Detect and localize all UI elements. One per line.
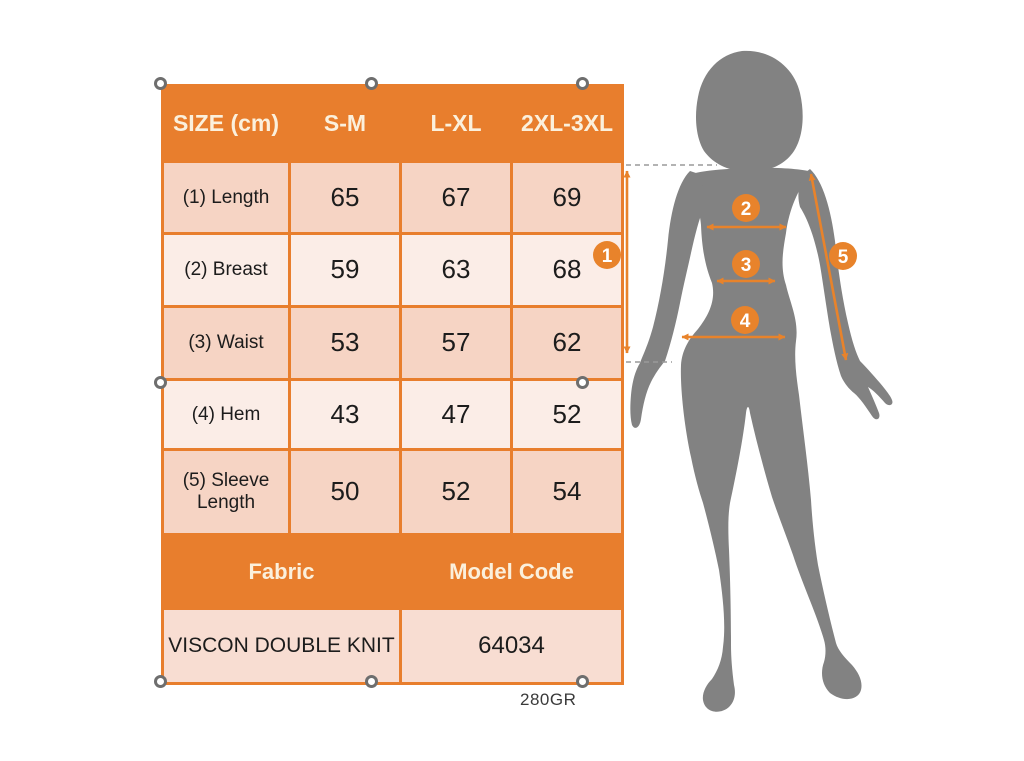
silhouette-head [696,50,803,171]
fabric-header-cell: Fabric [161,533,402,610]
silhouette-left-arm [630,171,705,428]
header-cell-2xl3xl: 2XL-3XL [510,84,624,163]
sleeve-lxl: 52 [399,448,513,536]
hem-lxl: 47 [399,378,513,451]
row-label-hem: (4) Hem [161,378,291,451]
model-code-header-cell: Model Code [399,533,624,610]
breast-sm: 59 [288,232,402,308]
body-measurement-figure: 1 2 3 4 5 [593,50,893,712]
marker-circle-2 [732,194,760,222]
waist-lxl: 57 [399,305,513,381]
header-cell-size-cm: SIZE (cm) [161,84,291,163]
row-label-length: (1) Length [161,160,291,235]
resize-handle-top-center[interactable] [365,77,378,90]
length-sm: 65 [288,160,402,235]
marker-number-2: 2 [741,199,752,220]
marker-circle-1 [593,241,621,269]
marker-1: 1 [593,241,621,269]
size-chart-table[interactable]: SIZE (cm) S-M L-XL 2XL-3XL (1) Length 65… [161,84,624,685]
silhouette-right-arm [798,169,893,420]
resize-handle-top-right[interactable] [576,77,589,90]
marker-number-3: 3 [741,255,752,276]
table-row-waist: (3) Waist 53 57 62 [161,305,624,381]
model-code-value-cell: 64034 [399,607,624,685]
resize-handle-top-left[interactable] [154,77,167,90]
waist-2xl3xl: 62 [510,305,624,381]
resize-handle-middle-left[interactable] [154,376,167,389]
row-label-waist: (3) Waist [161,305,291,381]
fabric-weight-note: 280GR [520,690,577,709]
resize-handle-bottom-center[interactable] [365,675,378,688]
marker-number-4: 4 [740,311,751,332]
marker-2: 2 [732,194,760,222]
table-footer-values-row: VISCON DOUBLE KNIT 64034 [161,607,624,685]
resize-handle-bottom-left[interactable] [154,675,167,688]
table-header-row: SIZE (cm) S-M L-XL 2XL-3XL [161,84,624,163]
table-row-sleeve-length: (5) Sleeve Length 50 52 54 [161,448,624,536]
table-footer-header-row: Fabric Model Code [161,533,624,610]
resize-handle-bottom-right[interactable] [576,675,589,688]
marker-3: 3 [732,250,760,278]
marker-circle-3 [732,250,760,278]
table-row-hem: (4) Hem 43 47 52 [161,378,624,451]
marker-4: 4 [731,306,759,334]
resize-handle-middle-right[interactable] [576,376,589,389]
row-label-breast: (2) Breast [161,232,291,308]
measure-arrow-sleeve [808,173,849,361]
hem-sm: 43 [288,378,402,451]
silhouette-torso-legs [680,167,862,712]
header-cell-lxl: L-XL [399,84,513,163]
female-silhouette [630,50,893,712]
sleeve-sm: 50 [288,448,402,536]
row-label-sleeve-length: (5) Sleeve Length [161,448,291,536]
marker-circle-5 [829,242,857,270]
length-lxl: 67 [399,160,513,235]
table-row-breast: (2) Breast 59 63 68 [161,232,624,308]
marker-number-5: 5 [838,247,849,268]
hem-2xl3xl: 52 [510,378,624,451]
marker-circle-4 [731,306,759,334]
waist-sm: 53 [288,305,402,381]
table-row-length: (1) Length 65 67 69 [161,160,624,235]
fabric-value-cell: VISCON DOUBLE KNIT [161,607,402,685]
header-cell-sm: S-M [288,84,402,163]
length-2xl3xl: 69 [510,160,624,235]
breast-lxl: 63 [399,232,513,308]
marker-number-1: 1 [602,246,613,267]
sleeve-2xl3xl: 54 [510,448,624,536]
marker-5: 5 [829,242,857,270]
